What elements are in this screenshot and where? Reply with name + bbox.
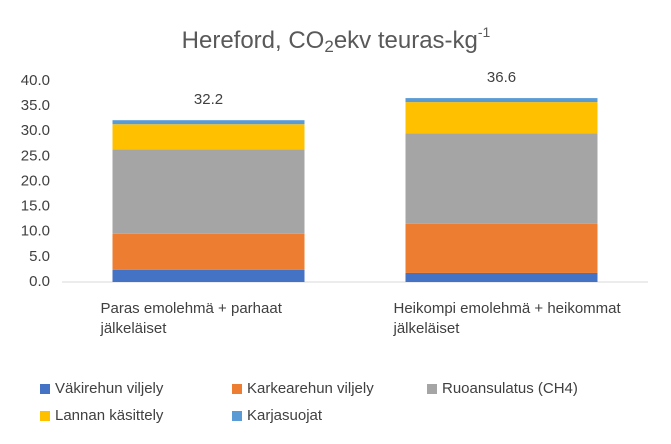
title-sub: 2 (324, 37, 333, 56)
legend-label: Väkirehun viljely (55, 380, 164, 397)
y-tick-label: 30.0 (21, 122, 50, 139)
bar-segment (405, 223, 598, 273)
x-tick-label: Heikompi emolehmä + heikommat jälkeläiset (393, 300, 622, 337)
y-tick-label: 25.0 (21, 147, 50, 164)
y-tick-label: 15.0 (21, 198, 50, 215)
y-tick-label: 20.0 (21, 172, 50, 189)
bar-segment (405, 133, 598, 224)
x-tick-line: Heikompi emolehmä + heikommat (394, 300, 622, 317)
title-main: Hereford, CO (182, 27, 325, 54)
x-tick-line: jälkeläiset (100, 320, 168, 337)
x-tick-label: Paras emolehmä + parhaat jälkeläiset (100, 300, 283, 337)
legend-swatch (232, 384, 242, 394)
legend-swatch (427, 384, 437, 394)
y-tick-label: 40.0 (21, 72, 50, 89)
bar-segment (112, 120, 305, 125)
bar-segment (405, 272, 598, 282)
chart-title: Hereford, CO2ekv teuras-kg-1 (182, 24, 491, 57)
legend-label: Lannan käsittely (55, 407, 164, 424)
bar-segment (112, 233, 305, 270)
bar-segment (405, 102, 598, 134)
legend-label: Ruoansulatus (CH4) (442, 380, 578, 397)
bar-segment (112, 269, 305, 282)
bar-segment (405, 98, 598, 103)
x-tick-line: Paras emolehmä + parhaat (101, 300, 283, 317)
y-tick-label: 5.0 (29, 248, 50, 265)
legend-swatch (40, 411, 50, 421)
y-tick-label: 10.0 (21, 223, 50, 240)
x-tick-line: jälkeläiset (393, 320, 461, 337)
title-mid: ekv teuras-kg (334, 27, 478, 54)
y-tick-label: 35.0 (21, 97, 50, 114)
total-label: 32.2 (194, 91, 223, 108)
total-label: 36.6 (487, 69, 516, 86)
legend-label: Karkearehun viljely (247, 380, 374, 397)
legend-swatch (40, 384, 50, 394)
legend-label: Karjasuojat (247, 407, 323, 424)
bar-segment (112, 149, 305, 234)
title-sup: -1 (478, 24, 491, 40)
bar-segment (112, 124, 305, 150)
y-tick-label: 0.0 (29, 273, 50, 290)
legend-swatch (232, 411, 242, 421)
